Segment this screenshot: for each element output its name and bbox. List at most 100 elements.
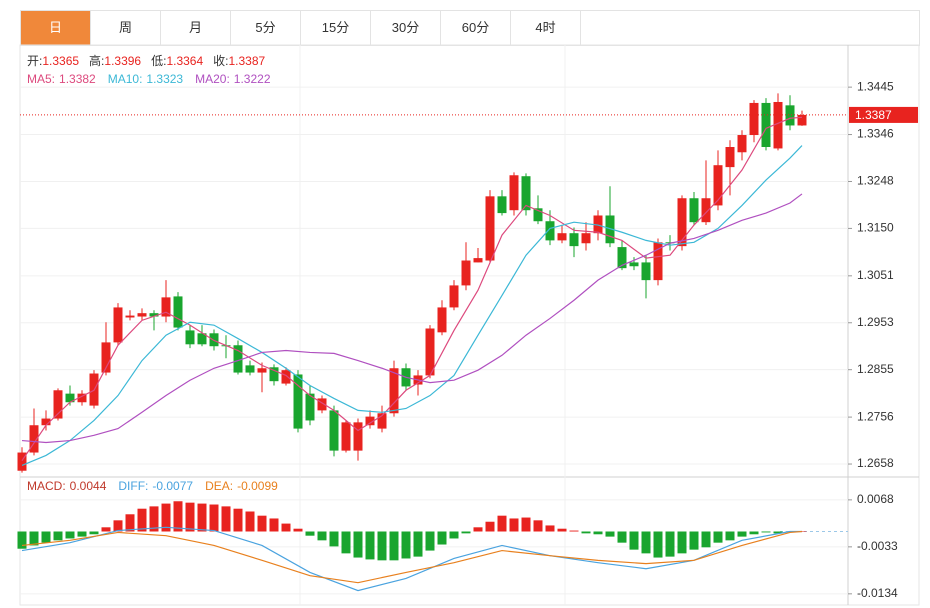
macd-bar	[233, 508, 243, 532]
macd-bar	[605, 531, 615, 537]
candle-body	[305, 393, 315, 421]
indicator-line	[21, 526, 802, 592]
legend-label: 开:	[27, 54, 42, 68]
period-tab[interactable]: 15分	[301, 11, 371, 45]
legend-value: 1.3387	[228, 54, 265, 68]
macd-bar	[749, 531, 759, 535]
candle-body	[161, 297, 171, 317]
indicator-line	[21, 116, 803, 462]
y-tick-label: 1.3445	[857, 79, 894, 93]
legend-label: 低:	[151, 54, 166, 68]
macd-bar	[221, 506, 231, 532]
candle-body	[269, 367, 279, 382]
candle-body	[521, 176, 531, 211]
macd-bar	[677, 531, 687, 554]
candle-body	[557, 233, 567, 241]
macd-bar	[629, 531, 639, 550]
candle-body	[785, 105, 795, 126]
macd-bar	[725, 531, 735, 541]
y-tick-label: 1.3150	[857, 221, 894, 235]
macd-bar	[245, 511, 255, 532]
y-tick-label: 1.2658	[857, 456, 894, 470]
candle-body	[689, 198, 699, 223]
macd-bar	[365, 531, 375, 560]
macd-bar	[161, 503, 171, 532]
candle-body	[749, 102, 759, 136]
macd-bar	[689, 531, 699, 550]
candle-body	[497, 196, 507, 214]
macd-bar	[377, 531, 387, 561]
legend-value: -0.0099	[237, 479, 278, 493]
legend-value: 0.0044	[70, 479, 107, 493]
macd-bar	[413, 531, 423, 557]
macd-bar	[665, 531, 675, 557]
candle-body	[641, 262, 651, 281]
candle-body	[773, 101, 783, 149]
candle-body	[797, 114, 807, 126]
macd-bar	[557, 528, 567, 532]
macd-bar	[713, 531, 723, 543]
macd-bar	[425, 531, 435, 551]
macd-bar	[281, 523, 291, 532]
legend-value: 1.3365	[42, 54, 79, 68]
period-tab[interactable]: 60分	[441, 11, 511, 45]
candle-body	[113, 307, 123, 343]
candle-body	[377, 413, 387, 429]
macd-bar	[53, 531, 63, 541]
candle-body	[281, 370, 291, 384]
candle-body	[77, 393, 87, 403]
macd-bar	[113, 520, 123, 532]
period-tab[interactable]: 日	[21, 11, 91, 45]
candle-body	[317, 398, 327, 411]
macd-bar	[761, 531, 771, 533]
macd-bar	[569, 530, 579, 532]
y-tick-label: 1.3346	[857, 127, 894, 141]
candle-body	[605, 215, 615, 244]
candle-body	[449, 285, 459, 308]
macd-bar	[41, 531, 51, 543]
period-tab[interactable]: 30分	[371, 11, 441, 45]
legend-value: -0.0077	[152, 479, 193, 493]
candle-body	[329, 410, 339, 451]
candle-body	[197, 333, 207, 345]
period-tab[interactable]: 周	[91, 11, 161, 45]
legend: MA5: 1.3382 MA10: 1.3323 MA20: 1.3222	[27, 72, 271, 86]
macd-bar	[149, 506, 159, 532]
candle-body	[437, 307, 447, 333]
candle-body	[485, 196, 495, 261]
macd-bar	[461, 531, 471, 534]
period-tab[interactable]: 4时	[511, 11, 581, 45]
period-tab[interactable]: 5分	[231, 11, 301, 45]
candle-body	[545, 221, 555, 241]
legend-label: DEA:	[205, 479, 233, 493]
macd-bar	[77, 531, 87, 537]
candle-body	[149, 313, 159, 317]
candle-body	[341, 422, 351, 451]
legend-label: 高:	[89, 53, 104, 68]
macd-bar	[185, 502, 195, 532]
macd-bar	[197, 503, 207, 532]
legend-label: DIFF:	[118, 479, 148, 493]
candle-body	[17, 452, 27, 471]
candle-body	[209, 333, 219, 347]
macd-bar	[173, 501, 183, 532]
macd-bar	[617, 531, 627, 543]
macd-bar	[257, 515, 267, 532]
macd-bar	[773, 531, 783, 534]
candle-body	[569, 233, 579, 247]
macd-bar	[353, 531, 363, 558]
macd-bar	[125, 514, 135, 532]
macd-bar	[533, 520, 543, 532]
macd-bar	[269, 518, 279, 532]
y-tick-label: 1.2756	[857, 409, 894, 423]
candle-body	[761, 102, 771, 148]
candle-body	[233, 345, 243, 373]
macd-bar	[65, 531, 75, 539]
period-tab[interactable]: 月	[161, 11, 231, 45]
y-tick-label: 1.3248	[857, 174, 894, 188]
macd-bar	[137, 508, 147, 532]
y-tick-label: 1.2953	[857, 315, 894, 329]
macd-bar	[701, 531, 711, 548]
candle-body	[257, 368, 267, 373]
